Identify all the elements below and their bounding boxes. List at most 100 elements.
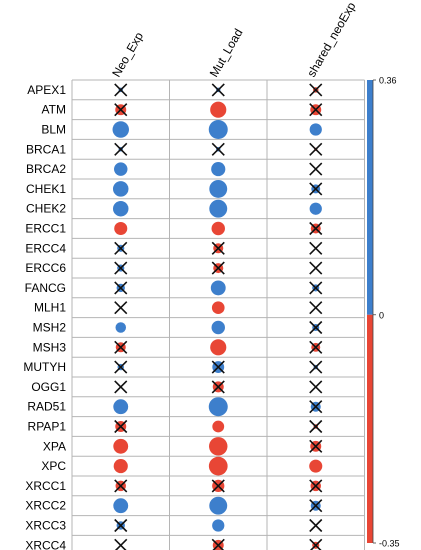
cross-stroke — [114, 360, 128, 374]
correlation-dot — [114, 162, 128, 176]
correlation-dot — [112, 121, 129, 138]
row-label: ERCC1 — [25, 222, 66, 236]
cross-stroke — [114, 83, 128, 97]
insignificant-cross-mark — [114, 518, 128, 533]
row-label: RPAP1 — [28, 420, 67, 434]
correlation-dot — [212, 420, 225, 433]
cross-stroke — [211, 241, 225, 255]
cross-stroke — [309, 162, 323, 176]
correlation-dot — [113, 498, 129, 514]
insignificant-cross-mark — [309, 142, 323, 156]
cross-stroke — [212, 538, 225, 550]
insignificant-cross-mark — [114, 538, 128, 550]
insignificant-cross-mark — [309, 320, 323, 335]
insignificant-cross-mark — [114, 241, 128, 255]
row-label: ERCC6 — [25, 261, 66, 275]
correlation-dot — [210, 101, 227, 118]
insignificant-cross-mark — [211, 538, 225, 550]
cross-stroke — [309, 301, 323, 315]
insignificant-cross-mark — [309, 103, 323, 117]
correlation-dot — [309, 459, 323, 473]
insignificant-cross-mark — [309, 340, 323, 354]
cross-stroke — [114, 340, 128, 354]
correlation-dot — [113, 459, 128, 474]
row-label: BLM — [41, 123, 66, 137]
insignificant-cross-mark — [211, 261, 225, 275]
row-label: MSH2 — [33, 321, 67, 335]
correlation-dot — [113, 399, 129, 415]
cross-stroke — [114, 518, 128, 533]
colorbar-tick-label: -0.35 — [379, 539, 400, 549]
cross-stroke — [309, 479, 323, 493]
correlation-dot — [211, 221, 225, 236]
correlation-dot — [114, 221, 128, 236]
insignificant-cross-mark — [114, 261, 128, 275]
insignificant-cross-mark — [309, 538, 323, 550]
correlation-dot — [210, 339, 227, 356]
cross-stroke — [309, 83, 323, 97]
row-label: XRCC2 — [25, 499, 66, 513]
insignificant-cross-mark — [114, 419, 128, 434]
insignificant-cross-mark — [309, 301, 323, 315]
row-label: XRCC3 — [25, 519, 66, 533]
cross-stroke — [309, 538, 323, 550]
insignificant-cross-mark — [114, 340, 128, 354]
correlation-dot — [112, 200, 129, 217]
insignificant-cross-mark — [309, 221, 323, 236]
insignificant-cross-mark — [211, 479, 225, 493]
correlation-dot — [208, 120, 228, 139]
cross-stroke — [114, 419, 128, 434]
insignificant-cross-mark — [114, 83, 128, 97]
row-label: RAD51 — [27, 400, 66, 414]
cross-stroke — [114, 538, 128, 550]
insignificant-cross-mark — [211, 380, 225, 394]
column-label: Neo_Exp — [109, 29, 146, 79]
insignificant-cross-mark — [114, 479, 128, 493]
grid-lines — [71, 79, 365, 550]
insignificant-cross-mark — [114, 360, 128, 374]
column-label: shared_neoExp — [304, 0, 358, 80]
insignificant-cross-mark — [309, 182, 323, 196]
cross-stroke — [309, 142, 323, 156]
row-label: MSH3 — [33, 340, 67, 354]
correlation-dot — [210, 280, 226, 296]
insignificant-cross-mark — [309, 518, 323, 533]
cross-stroke — [114, 241, 128, 255]
cross-stroke — [114, 380, 128, 394]
cross-stroke — [309, 241, 323, 255]
insignificant-cross-mark — [309, 162, 323, 176]
cross-stroke — [309, 320, 323, 335]
insignificant-cross-mark — [309, 380, 323, 394]
cross-stroke — [114, 103, 128, 117]
row-label: BRCA2 — [26, 162, 66, 176]
cross-stroke — [309, 281, 323, 295]
cross-stroke — [309, 340, 323, 354]
row-label: XRCC1 — [25, 479, 66, 493]
correlation-dot — [211, 320, 225, 335]
cross-stroke — [114, 301, 128, 315]
cross-stroke — [211, 83, 225, 97]
cross-stroke — [309, 261, 323, 275]
correlation-dot — [208, 456, 228, 476]
cross-stroke — [309, 439, 323, 453]
correlation-dot — [112, 181, 129, 197]
correlation-dot — [209, 496, 228, 515]
colorbar-tick-label: 0 — [379, 310, 384, 320]
row-label: XRCC4 — [25, 538, 66, 550]
row-label: XPC — [41, 459, 66, 473]
colorbar-negative — [367, 314, 373, 543]
correlation-dot — [209, 199, 228, 218]
insignificant-cross-mark — [309, 419, 323, 434]
row-label: FANCG — [25, 281, 66, 295]
cross-stroke — [309, 400, 323, 414]
cross-stroke — [309, 103, 323, 117]
cross-stroke — [211, 479, 225, 493]
insignificant-cross-mark — [309, 400, 323, 414]
insignificant-cross-mark — [309, 281, 323, 295]
row-label: ERCC4 — [25, 241, 66, 255]
row-label: MLH1 — [34, 301, 66, 315]
insignificant-cross-mark — [309, 241, 323, 255]
cross-stroke — [211, 261, 225, 275]
correlation-dot — [113, 438, 129, 454]
